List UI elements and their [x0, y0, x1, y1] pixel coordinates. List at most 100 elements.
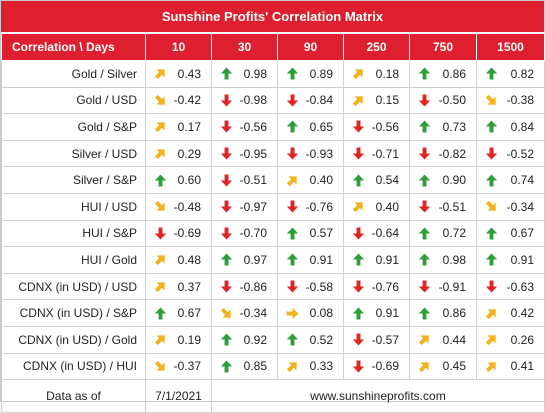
correlation-value: 0.26 — [510, 332, 534, 347]
correlation-cell: 0.37 — [145, 272, 212, 301]
arrow-up-right-icon — [418, 333, 431, 346]
correlation-value: 0.72 — [442, 226, 466, 241]
arrow-right-icon — [286, 307, 299, 320]
correlation-cell: 0.89 — [277, 60, 344, 88]
correlation-value: -0.58 — [305, 279, 333, 294]
correlation-cell: 0.98 — [211, 60, 278, 88]
correlation-cell: 0.43 — [145, 60, 212, 88]
arrow-up-right-icon — [154, 67, 167, 80]
correlation-value: -0.51 — [239, 173, 267, 188]
correlation-value: 0.89 — [309, 66, 333, 81]
correlation-cell: -0.63 — [476, 272, 545, 301]
arrow-up-right-icon — [352, 94, 365, 107]
row-label: Gold / Silver — [1, 60, 146, 88]
correlation-value: 0.52 — [309, 332, 333, 347]
arrow-up-icon — [286, 67, 299, 80]
arrow-down-icon — [352, 280, 365, 293]
arrow-down-icon — [220, 147, 233, 160]
correlation-table: Correlation \ Days 10 30 90 250 750 1500… — [1, 33, 545, 413]
arrow-down-icon — [352, 360, 365, 373]
correlation-value: -0.69 — [371, 359, 399, 374]
correlation-cell: -0.93 — [277, 139, 344, 168]
correlation-value: -0.34 — [239, 306, 267, 321]
correlation-value: 0.82 — [510, 66, 534, 81]
data-date: 7/1/2021 — [145, 379, 212, 413]
arrow-up-icon — [485, 120, 498, 133]
correlation-cell: 0.74 — [476, 166, 545, 194]
matrix-title: Sunshine Profits' Correlation Matrix — [1, 1, 544, 33]
arrow-up-icon — [286, 253, 299, 266]
correlation-value: -0.50 — [438, 93, 466, 108]
arrow-up-icon — [418, 67, 431, 80]
row-label: HUI / S&P — [1, 219, 146, 248]
arrow-up-icon — [352, 174, 365, 187]
arrow-up-icon — [485, 227, 498, 240]
header-days-cell: 30 — [211, 33, 278, 61]
arrow-down-icon — [286, 200, 299, 213]
correlation-value: -0.42 — [173, 93, 201, 108]
correlation-cell: -0.50 — [409, 86, 477, 115]
correlation-value: -0.37 — [173, 359, 201, 374]
correlation-cell: -0.91 — [409, 272, 477, 301]
correlation-cell: 0.40 — [343, 192, 410, 221]
correlation-cell: 0.29 — [145, 139, 212, 168]
arrow-up-icon — [418, 227, 431, 240]
correlation-value: -0.76 — [371, 279, 399, 294]
correlation-cell: 0.65 — [277, 113, 344, 141]
correlation-cell: 0.91 — [343, 299, 410, 327]
correlation-value: -0.70 — [239, 226, 267, 241]
correlation-cell: -0.52 — [476, 139, 545, 168]
arrow-down-icon — [418, 280, 431, 293]
arrow-up-right-icon — [154, 253, 167, 266]
arrow-up-right-icon — [154, 147, 167, 160]
correlation-cell: 0.86 — [409, 299, 477, 327]
correlation-value: -0.56 — [239, 119, 267, 134]
arrow-up-icon — [286, 333, 299, 346]
table-row: Gold / Silver 0.43 0.98 0.89 0.18 0.86 0.82 — [1, 60, 545, 88]
correlation-value: 0.86 — [442, 306, 466, 321]
arrow-down-icon — [485, 280, 498, 293]
arrow-down-icon — [220, 200, 233, 213]
correlation-cell: 0.08 — [277, 299, 344, 327]
correlation-cell: 0.45 — [409, 352, 477, 381]
arrow-up-icon — [220, 333, 233, 346]
arrow-up-icon — [352, 253, 365, 266]
arrow-up-icon — [220, 67, 233, 80]
arrow-up-icon — [154, 174, 167, 187]
arrow-up-icon — [220, 360, 233, 373]
correlation-value: -0.82 — [438, 146, 466, 161]
table-row: Gold / USD -0.42 -0.98 -0.84 0.15 -0.50 -0.38 — [1, 86, 545, 115]
correlation-cell: 0.72 — [409, 219, 477, 248]
correlation-cell: -0.51 — [211, 166, 278, 194]
row-label: CDNX (in USD) / S&P — [1, 299, 146, 327]
correlation-value: 0.37 — [177, 279, 201, 294]
correlation-cell: -0.64 — [343, 219, 410, 248]
arrow-up-icon — [352, 307, 365, 320]
correlation-value: 0.43 — [177, 66, 201, 81]
correlation-cell: 0.26 — [476, 325, 545, 354]
website-link[interactable]: www.sunshineprofits.com — [211, 379, 545, 413]
correlation-cell: 0.40 — [277, 166, 344, 194]
correlation-value: -0.84 — [305, 93, 333, 108]
correlation-cell: 0.67 — [145, 299, 212, 327]
arrow-up-right-icon — [352, 200, 365, 213]
correlation-cell: 0.85 — [211, 352, 278, 381]
correlation-cell: -0.34 — [211, 299, 278, 327]
correlation-cell: 0.54 — [343, 166, 410, 194]
correlation-value: -0.76 — [305, 199, 333, 214]
table-row: HUI / S&P -0.69 -0.70 0.57 -0.64 0.72 0.67 — [1, 219, 545, 248]
table-row: CDNX (in USD) / HUI -0.37 0.85 0.33 -0.69 0.4… — [1, 352, 545, 381]
correlation-cell: 0.67 — [476, 219, 545, 248]
correlation-cell: -0.58 — [277, 272, 344, 301]
correlation-cell: -0.71 — [343, 139, 410, 168]
correlation-value: 0.15 — [375, 93, 399, 108]
correlation-value: -0.69 — [173, 226, 201, 241]
table-row: HUI / Gold 0.48 0.97 0.91 0.91 0.98 0.91 — [1, 246, 545, 274]
correlation-value: 0.33 — [309, 359, 333, 374]
arrow-up-icon — [485, 67, 498, 80]
correlation-value: -0.64 — [371, 226, 399, 241]
header-days-cell: 250 — [343, 33, 410, 61]
correlation-cell: 0.42 — [476, 299, 545, 327]
arrow-up-right-icon — [154, 333, 167, 346]
correlation-cell: -0.37 — [145, 352, 212, 381]
